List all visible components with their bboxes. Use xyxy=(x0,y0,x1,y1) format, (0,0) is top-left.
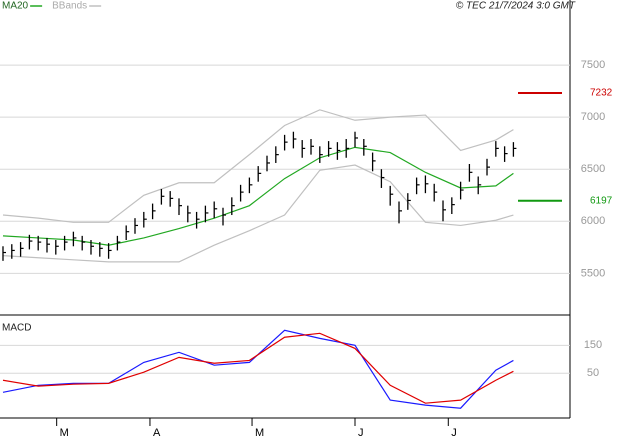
x-tick-label: J xyxy=(451,427,457,439)
y-tick-label: 7500 xyxy=(581,59,605,71)
y-tick-label: 6000 xyxy=(581,215,605,227)
y-tick-label: 50 xyxy=(587,367,599,379)
y-tick-label: 7000 xyxy=(581,111,605,123)
level-label: 6197 xyxy=(590,195,613,206)
series-line-lower xyxy=(2,164,514,263)
x-tick-label: M xyxy=(60,427,69,439)
series-line xyxy=(2,109,514,223)
y-tick-label: 5500 xyxy=(581,267,605,279)
x-tick-label: J xyxy=(358,427,364,439)
y-tick-label: 6500 xyxy=(581,163,605,175)
x-tick-label: M xyxy=(255,427,264,439)
series-line xyxy=(2,332,514,404)
x-tick-label: A xyxy=(153,427,161,439)
source: © TEC 21/7/2024 3:0 GMT xyxy=(456,1,576,12)
panel-title: MACD xyxy=(2,323,31,334)
legend-label: BBands xyxy=(52,1,87,12)
level-label: 7232 xyxy=(590,88,613,99)
legend-label: MA20 xyxy=(2,1,29,12)
y-tick-label: 150 xyxy=(584,339,602,351)
